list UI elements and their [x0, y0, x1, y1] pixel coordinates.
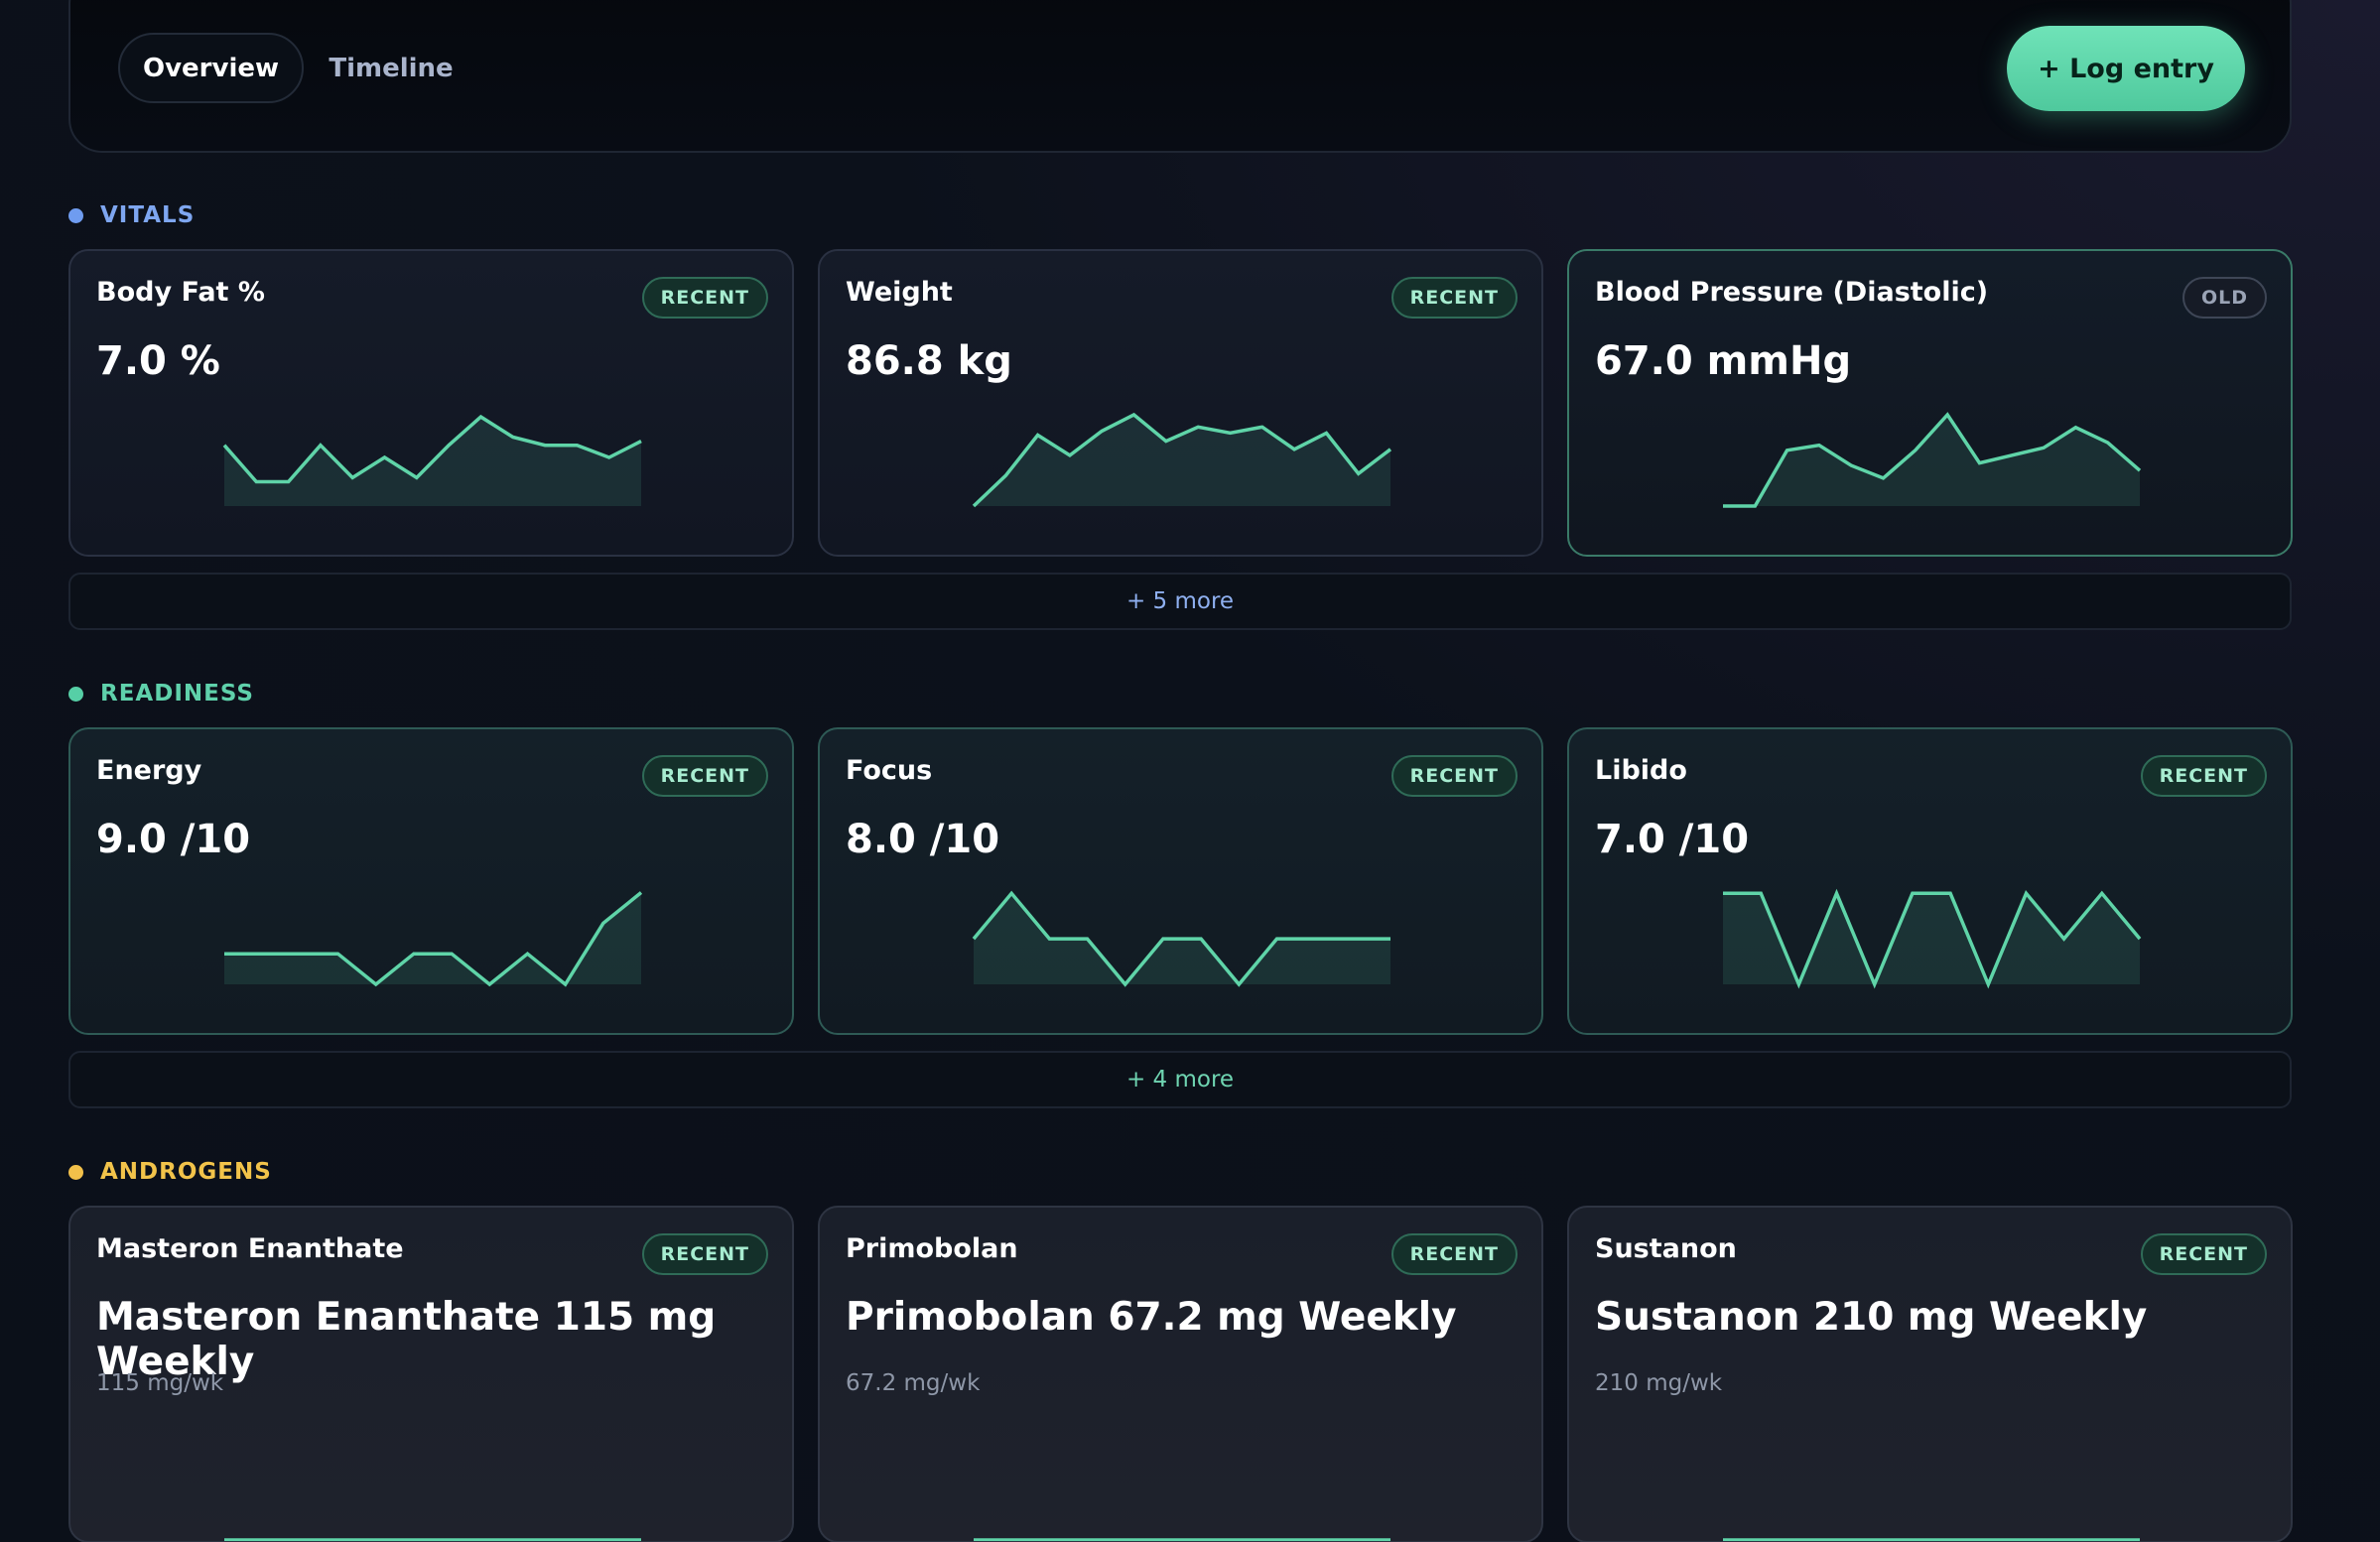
metric-card-focus[interactable]: Focus RECENT 8.0 /10: [818, 727, 1543, 1035]
sparkline-chart: [224, 1538, 641, 1541]
sparkline-line: [972, 890, 1390, 987]
vitals-dot-icon: [68, 207, 83, 223]
status-badge: RECENT: [641, 1233, 768, 1275]
section-title: VITALS: [100, 202, 196, 228]
card-value: 86.8 kg: [846, 338, 1012, 384]
sparkline-area: [1723, 415, 2140, 506]
status-badge: RECENT: [1390, 277, 1518, 319]
card-value: Sustanon 210 mg Weekly: [1595, 1295, 2148, 1340]
sparkline-line: [222, 414, 642, 484]
dose-rate: 210 mg/wk: [1595, 1370, 1723, 1396]
sparkline-line: [972, 412, 1392, 508]
androgens-dot-icon: [68, 1164, 83, 1180]
card-title: Blood Pressure (Diastolic): [1595, 277, 1989, 308]
status-badge: RECENT: [1390, 755, 1518, 797]
tab-overview[interactable]: Overview: [118, 33, 304, 103]
status-badge: RECENT: [641, 755, 768, 797]
card-title: Body Fat %: [96, 277, 265, 308]
card-title: Masteron Enanthate: [96, 1233, 404, 1264]
compound-card-masteron-enanthate[interactable]: Masteron Enanthate RECENT Masteron Enant…: [68, 1206, 794, 1542]
sparkline-chart: [222, 414, 642, 506]
metric-card-body-fat[interactable]: Body Fat % RECENT 7.0 %: [68, 249, 794, 557]
sparkline-line: [1723, 888, 2142, 989]
metric-card-blood-pressure-diastolic[interactable]: Blood Pressure (Diastolic) OLD 67.0 mmHg: [1567, 249, 2293, 557]
section-header-androgens: ANDROGENS: [68, 1159, 272, 1185]
compound-card-primobolan[interactable]: Primobolan RECENT Primobolan 67.2 mg Wee…: [818, 1206, 1543, 1542]
card-title: Libido: [1595, 755, 1687, 786]
sparkline-chart: [972, 890, 1390, 987]
metric-card-energy[interactable]: Energy RECENT 9.0 /10: [68, 727, 794, 1035]
show-more-readiness-button[interactable]: + 4 more: [68, 1051, 2292, 1108]
card-value: Masteron Enanthate 115 mg Weekly: [96, 1295, 717, 1384]
readiness-dot-icon: [68, 686, 83, 702]
card-title: Sustanon: [1595, 1233, 1737, 1264]
card-title: Weight: [846, 277, 953, 308]
card-value: 7.0 %: [96, 338, 220, 384]
section-header-readiness: READINESS: [68, 681, 254, 707]
show-more-vitals-button[interactable]: + 5 more: [68, 573, 2292, 630]
section-title: ANDROGENS: [100, 1159, 272, 1185]
sparkline-area: [974, 415, 1390, 506]
card-value: 9.0 /10: [96, 817, 251, 862]
status-badge: RECENT: [2140, 755, 2267, 797]
section-title: READINESS: [100, 681, 254, 707]
sparkline-chart: [1723, 1538, 2140, 1541]
metric-card-libido[interactable]: Libido RECENT 7.0 /10: [1567, 727, 2293, 1035]
sparkline-chart: [224, 891, 643, 987]
sparkline-line: [1723, 412, 2142, 508]
tab-timeline[interactable]: Timeline: [329, 53, 454, 83]
sparkline-chart: [974, 1538, 1390, 1541]
sparkline-area: [224, 892, 641, 984]
status-badge: OLD: [2182, 277, 2267, 319]
card-value: Primobolan 67.2 mg Weekly: [846, 1295, 1457, 1340]
sparkline-chart: [1723, 888, 2142, 989]
section-header-vitals: VITALS: [68, 202, 195, 228]
log-entry-button[interactable]: + Log entry: [2007, 26, 2245, 111]
compound-card-sustanon[interactable]: Sustanon RECENT Sustanon 210 mg Weekly 2…: [1567, 1206, 2293, 1542]
card-value: 8.0 /10: [846, 817, 1000, 862]
card-value: 7.0 /10: [1595, 817, 1750, 862]
dose-rate: 67.2 mg/wk: [846, 1370, 981, 1396]
status-badge: RECENT: [1390, 1233, 1518, 1275]
sparkline-line: [224, 891, 643, 987]
card-title: Focus: [846, 755, 933, 786]
card-title: Energy: [96, 755, 202, 786]
top-bar: Overview Timeline + Log entry: [68, 0, 2292, 153]
sparkline-chart: [1723, 412, 2142, 508]
status-badge: RECENT: [641, 277, 768, 319]
dose-rate: 115 mg/wk: [96, 1370, 224, 1396]
card-value: 67.0 mmHg: [1595, 338, 1852, 384]
status-badge: RECENT: [2140, 1233, 2267, 1275]
card-title: Primobolan: [846, 1233, 1018, 1264]
metric-card-weight[interactable]: Weight RECENT 86.8 kg: [818, 249, 1543, 557]
sparkline-area: [1723, 893, 2140, 984]
sparkline-chart: [972, 412, 1392, 508]
